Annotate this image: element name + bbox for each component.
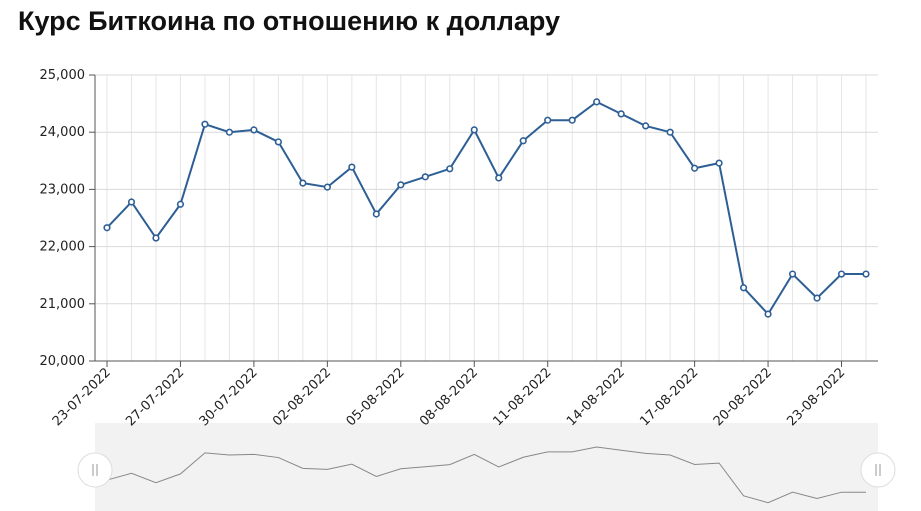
x-tick-label: 11-08-2022 — [491, 365, 555, 429]
navigator-handle[interactable] — [860, 452, 896, 488]
point — [495, 174, 503, 182]
y-tick-label: 25,000 — [40, 68, 86, 83]
point — [837, 270, 846, 278]
point — [764, 310, 772, 318]
x-tick-label: 17-08-2022 — [637, 365, 701, 429]
y-tick-label: 24,000 — [40, 125, 86, 140]
x-tick-label: 08-08-2022 — [417, 365, 481, 429]
x-tick-label: 20-08-2022 — [711, 365, 775, 429]
point — [788, 270, 797, 278]
point — [739, 284, 748, 292]
point — [348, 163, 356, 171]
point — [176, 200, 185, 208]
x-tick-label: 30-07-2022 — [197, 365, 261, 429]
point — [446, 165, 454, 173]
point — [323, 183, 331, 191]
point — [715, 159, 723, 167]
point — [862, 270, 870, 278]
y-tick-label: 23,000 — [40, 182, 86, 197]
point — [642, 122, 650, 130]
point — [666, 128, 674, 136]
x-tick-label: 23-07-2022 — [50, 365, 114, 429]
point — [103, 224, 111, 232]
navigator-handle[interactable] — [77, 452, 113, 488]
point — [544, 116, 552, 124]
point — [813, 294, 821, 302]
x-tick-label: 14-08-2022 — [564, 365, 628, 429]
point — [397, 181, 405, 189]
point — [250, 126, 258, 134]
point — [568, 116, 576, 124]
point — [274, 138, 282, 146]
navigator-background — [95, 423, 878, 511]
x-tick-label: 02-08-2022 — [270, 365, 334, 429]
point — [691, 164, 699, 172]
y-tick-label: 21,000 — [40, 297, 86, 312]
point — [593, 98, 601, 106]
point — [519, 137, 527, 145]
line — [106, 100, 866, 316]
x-tick-label: 05-08-2022 — [344, 365, 408, 429]
point — [225, 128, 234, 136]
chart-title: Курс Биткоина по отношению к доллару — [18, 6, 560, 36]
point — [201, 120, 209, 128]
x-tick-label: 23-08-2022 — [784, 365, 848, 429]
y-tick-label: 22,000 — [40, 240, 86, 255]
point — [421, 173, 429, 181]
point — [152, 234, 160, 242]
navigator-line — [106, 446, 866, 504]
point — [372, 210, 380, 218]
point — [470, 126, 478, 134]
x-tick-label: 27-07-2022 — [123, 365, 187, 429]
y-tick-label: 20,000 — [40, 354, 86, 369]
point — [127, 198, 136, 206]
point — [617, 110, 625, 118]
point — [299, 179, 307, 187]
